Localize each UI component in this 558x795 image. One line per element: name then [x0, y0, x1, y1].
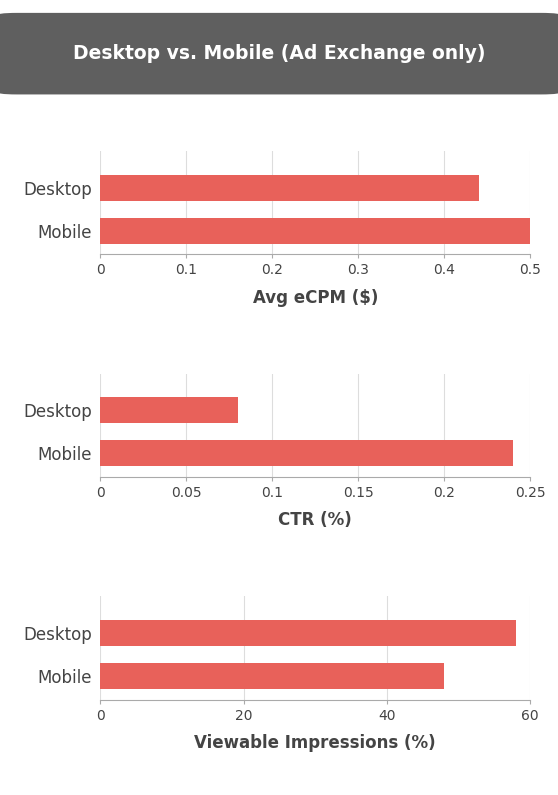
Bar — [100, 175, 479, 200]
X-axis label: Viewable Impressions (%): Viewable Impressions (%) — [194, 734, 436, 752]
Bar — [100, 440, 513, 466]
Bar — [100, 398, 238, 423]
Bar — [100, 620, 516, 646]
Bar — [100, 663, 444, 688]
FancyBboxPatch shape — [0, 13, 558, 95]
X-axis label: CTR (%): CTR (%) — [278, 511, 352, 529]
Bar — [100, 218, 530, 243]
X-axis label: Avg eCPM ($): Avg eCPM ($) — [253, 289, 378, 307]
Text: Desktop vs. Mobile (Ad Exchange only): Desktop vs. Mobile (Ad Exchange only) — [73, 45, 485, 63]
